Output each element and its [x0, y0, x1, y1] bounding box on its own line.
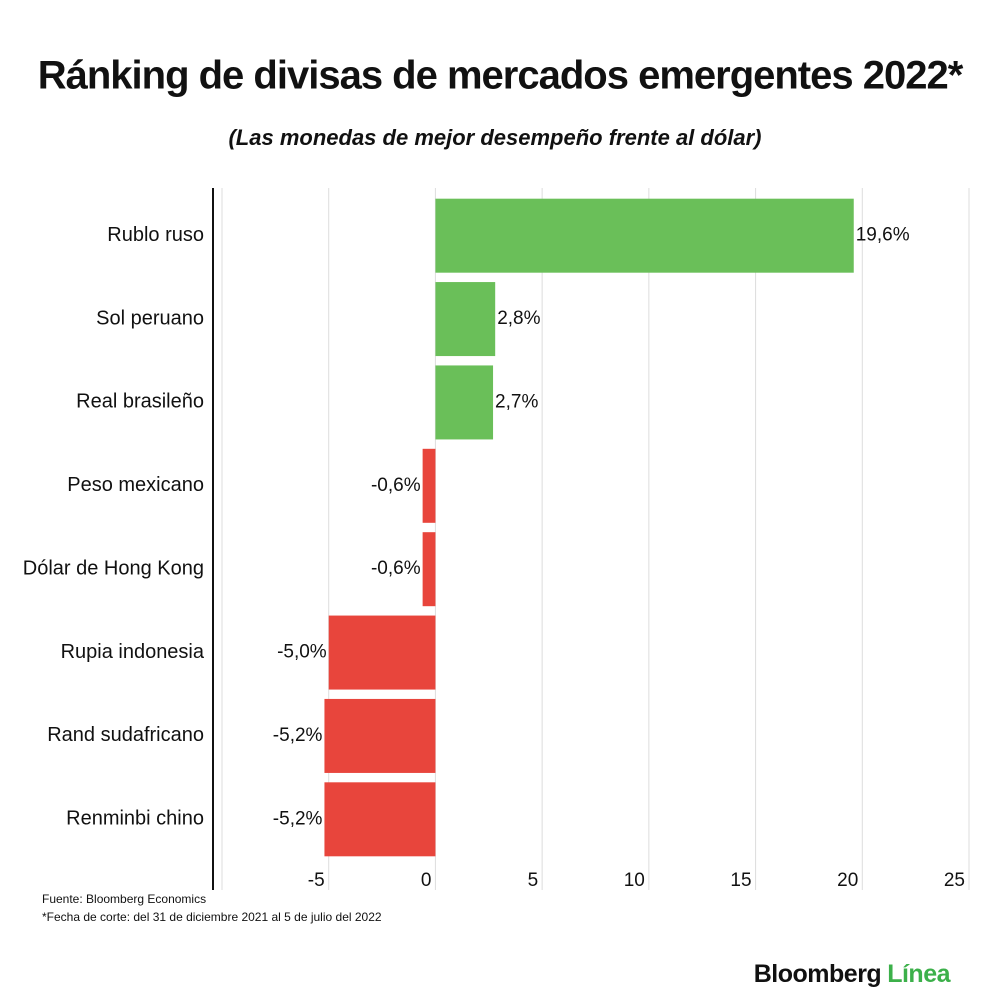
- value-label: -0,6%: [371, 475, 421, 496]
- logo-product: Línea: [887, 960, 951, 988]
- bar: [422, 448, 436, 523]
- category-label: Sol peruano: [96, 307, 204, 329]
- value-label: -5,2%: [273, 808, 323, 829]
- value-label: -5,2%: [273, 725, 323, 746]
- bar: [422, 532, 436, 607]
- x-tick-label: 0: [421, 870, 432, 891]
- value-label: 19,6%: [856, 225, 910, 246]
- x-tick-label: 15: [730, 870, 751, 891]
- bar: [435, 198, 854, 273]
- value-label: -0,6%: [371, 558, 421, 579]
- x-tick-label: 5: [528, 870, 539, 891]
- x-tick-label: 25: [944, 870, 965, 891]
- logo-brand: Bloomberg: [754, 960, 881, 988]
- category-label: Peso mexicano: [67, 474, 204, 496]
- bar: [328, 615, 436, 690]
- chart-title: Ránking de divisas de mercados emergente…: [38, 54, 964, 98]
- x-tick-label: 10: [624, 870, 645, 891]
- source-note: Fuente: Bloomberg Economics: [42, 892, 206, 906]
- value-label: 2,8%: [497, 308, 540, 329]
- value-label: 2,7%: [495, 391, 538, 412]
- value-label: -5,0%: [277, 642, 327, 663]
- logo: Bloomberg Línea: [754, 960, 952, 988]
- bar: [435, 365, 494, 440]
- bar: [324, 782, 436, 857]
- category-label: Renminbi chino: [66, 808, 204, 830]
- footnote: *Fecha de corte: del 31 de diciembre 202…: [42, 910, 382, 924]
- category-label: Rublo ruso: [107, 224, 204, 246]
- bar: [324, 698, 436, 773]
- category-label: Dólar de Hong Kong: [23, 557, 204, 579]
- category-label: Rand sudafricano: [47, 724, 204, 746]
- x-tick-label: 20: [837, 870, 858, 891]
- category-label: Real brasileño: [76, 391, 204, 413]
- bar: [435, 282, 496, 357]
- category-label: Rupia indonesia: [61, 641, 205, 663]
- chart-subtitle: (Las monedas de mejor desempeño frente a…: [228, 125, 761, 150]
- x-tick-label: -5: [308, 870, 325, 891]
